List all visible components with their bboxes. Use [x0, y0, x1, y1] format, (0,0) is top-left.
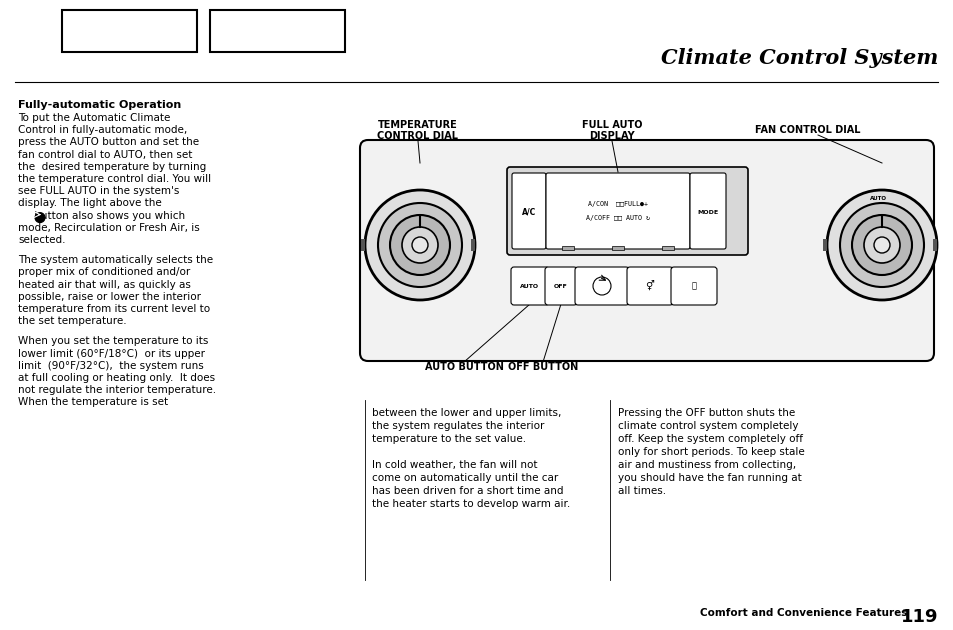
- Text: all times.: all times.: [618, 486, 665, 496]
- Text: proper mix of conditioned and/or: proper mix of conditioned and/or: [18, 267, 190, 277]
- Text: A/C: A/C: [521, 207, 536, 217]
- Text: the temperature control dial. You will: the temperature control dial. You will: [18, 174, 211, 184]
- Text: the  desired temperature by turning: the desired temperature by turning: [18, 162, 206, 172]
- Text: lower limit (60°F/18°C)  or its upper: lower limit (60°F/18°C) or its upper: [18, 348, 205, 358]
- Text: see FULL AUTO in the system's: see FULL AUTO in the system's: [18, 186, 179, 196]
- Circle shape: [401, 227, 437, 263]
- Text: heated air that will, as quickly as: heated air that will, as quickly as: [18, 280, 191, 290]
- Circle shape: [412, 237, 428, 253]
- Text: FULL AUTO: FULL AUTO: [581, 120, 641, 130]
- Text: When the temperature is set: When the temperature is set: [18, 398, 168, 408]
- Text: between the lower and upper limits,: between the lower and upper limits,: [372, 408, 560, 418]
- Circle shape: [826, 190, 936, 300]
- Text: climate control system completely: climate control system completely: [618, 421, 798, 431]
- Text: not regulate the interior temperature.: not regulate the interior temperature.: [18, 385, 216, 395]
- Text: Control in fully-automatic mode,: Control in fully-automatic mode,: [18, 125, 187, 135]
- Text: only for short periods. To keep stale: only for short periods. To keep stale: [618, 447, 804, 457]
- Text: MODE: MODE: [697, 210, 718, 214]
- Text: OFF BUTTON: OFF BUTTON: [507, 362, 578, 372]
- Text: ⬜: ⬜: [691, 282, 696, 290]
- Circle shape: [851, 215, 911, 275]
- Text: ⚥: ⚥: [645, 281, 654, 291]
- Text: DISPLAY: DISPLAY: [589, 131, 634, 141]
- Text: you should have the fan running at: you should have the fan running at: [618, 473, 801, 483]
- Text: OFF: OFF: [554, 284, 567, 289]
- Text: the set temperature.: the set temperature.: [18, 316, 127, 326]
- Bar: [360, 239, 365, 251]
- Text: display. The light above the: display. The light above the: [18, 198, 162, 209]
- Text: In cold weather, the fan will not: In cold weather, the fan will not: [372, 460, 537, 470]
- Text: FAN CONTROL DIAL: FAN CONTROL DIAL: [755, 125, 860, 135]
- Text: TEMPERATURE: TEMPERATURE: [377, 120, 457, 130]
- Text: off. Keep the system completely off: off. Keep the system completely off: [618, 434, 802, 444]
- Bar: [822, 239, 826, 251]
- Text: Pressing the OFF button shuts the: Pressing the OFF button shuts the: [618, 408, 795, 418]
- Text: When you set the temperature to its: When you set the temperature to its: [18, 336, 208, 346]
- Text: AUTO BUTTON: AUTO BUTTON: [424, 362, 503, 372]
- FancyBboxPatch shape: [689, 173, 725, 249]
- Circle shape: [863, 227, 899, 263]
- Text: mode, Recirculation or Fresh Air, is: mode, Recirculation or Fresh Air, is: [18, 223, 199, 233]
- Text: AUTO: AUTO: [520, 284, 539, 289]
- Text: 119: 119: [900, 608, 937, 626]
- Text: press the AUTO button and set the: press the AUTO button and set the: [18, 137, 199, 147]
- Text: Fully-automatic Operation: Fully-automatic Operation: [18, 100, 181, 110]
- FancyBboxPatch shape: [359, 140, 933, 361]
- Text: the heater starts to develop warm air.: the heater starts to develop warm air.: [372, 499, 570, 509]
- Circle shape: [35, 212, 45, 222]
- Text: button also shows you which: button also shows you which: [18, 210, 185, 220]
- Circle shape: [365, 190, 475, 300]
- Bar: [561, 246, 574, 250]
- FancyBboxPatch shape: [544, 267, 577, 305]
- Text: Climate Control System: Climate Control System: [659, 48, 937, 68]
- Text: possible, raise or lower the interior: possible, raise or lower the interior: [18, 292, 201, 302]
- Text: To put the Automatic Climate: To put the Automatic Climate: [18, 113, 171, 123]
- Bar: [210, 10, 345, 52]
- Text: AUTO: AUTO: [869, 195, 886, 200]
- Text: CONTROL DIAL: CONTROL DIAL: [377, 131, 458, 141]
- FancyBboxPatch shape: [575, 267, 628, 305]
- FancyBboxPatch shape: [626, 267, 672, 305]
- Text: at full cooling or heating only.  It does: at full cooling or heating only. It does: [18, 373, 214, 383]
- Text: A/CON  □□FULL●+: A/CON □□FULL●+: [587, 201, 647, 207]
- Circle shape: [873, 237, 889, 253]
- Text: has been driven for a short time and: has been driven for a short time and: [372, 486, 563, 496]
- Circle shape: [840, 203, 923, 287]
- Text: A/COFF □□ AUTO ↻: A/COFF □□ AUTO ↻: [585, 215, 649, 221]
- Text: limit  (90°F/32°C),  the system runs: limit (90°F/32°C), the system runs: [18, 361, 204, 371]
- FancyBboxPatch shape: [545, 173, 689, 249]
- Text: temperature to the set value.: temperature to the set value.: [372, 434, 525, 444]
- Text: air and mustiness from collecting,: air and mustiness from collecting,: [618, 460, 796, 470]
- Bar: [612, 246, 623, 250]
- Text: The system automatically selects the: The system automatically selects the: [18, 255, 213, 265]
- Text: selected.: selected.: [18, 235, 66, 245]
- Text: fan control dial to AUTO, then set: fan control dial to AUTO, then set: [18, 149, 193, 159]
- FancyBboxPatch shape: [511, 267, 548, 305]
- Bar: [661, 246, 673, 250]
- Circle shape: [377, 203, 461, 287]
- Bar: [471, 239, 475, 251]
- Bar: [932, 239, 936, 251]
- Text: come on automatically until the car: come on automatically until the car: [372, 473, 558, 483]
- FancyBboxPatch shape: [670, 267, 717, 305]
- Bar: [62, 10, 196, 52]
- Text: the system regulates the interior: the system regulates the interior: [372, 421, 544, 431]
- FancyBboxPatch shape: [512, 173, 545, 249]
- Text: Comfort and Convenience Features: Comfort and Convenience Features: [700, 608, 906, 618]
- FancyBboxPatch shape: [506, 167, 747, 255]
- Circle shape: [390, 215, 450, 275]
- Text: temperature from its current level to: temperature from its current level to: [18, 304, 210, 314]
